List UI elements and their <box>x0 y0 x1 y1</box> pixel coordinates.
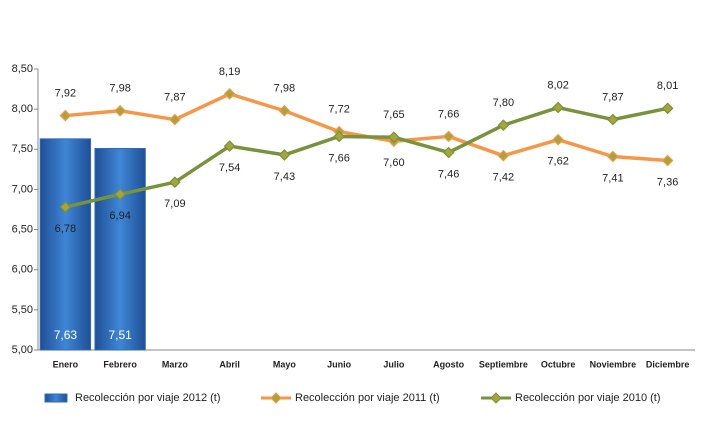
data-label: 7,54 <box>219 162 240 174</box>
marker <box>442 146 455 159</box>
x-tick-label: Septiembre <box>479 359 528 369</box>
y-tick-label: 5,00 <box>12 344 33 356</box>
marker <box>223 88 236 100</box>
data-label: 7,72 <box>328 104 349 116</box>
x-tick-label: Marzo <box>162 359 189 369</box>
data-label: 8,19 <box>219 66 240 78</box>
data-label: 7,46 <box>438 168 459 180</box>
data-label: 7,66 <box>438 108 459 120</box>
x-tick-label: Octubre <box>541 359 576 369</box>
data-label: 7,41 <box>602 172 623 184</box>
marker <box>661 102 674 115</box>
marker <box>114 188 126 201</box>
x-tick-label: Mayo <box>273 359 297 369</box>
marker <box>169 113 181 126</box>
x-tick-label: Diciembre <box>646 359 690 369</box>
marker <box>114 104 126 117</box>
marker <box>497 149 510 162</box>
data-label: 7,62 <box>547 156 568 168</box>
marker <box>59 201 72 213</box>
y-tick-label: 7,50 <box>12 143 33 155</box>
data-label: 7,66 <box>328 152 349 164</box>
data-label: 6,78 <box>55 223 76 235</box>
x-tick-label: Junio <box>327 359 352 369</box>
legend-marker <box>270 392 282 404</box>
data-label: 7,60 <box>383 157 404 169</box>
data-label: 7,80 <box>493 97 514 109</box>
data-label: 7,09 <box>164 198 185 210</box>
legend-label: Recolección por viaje 2010 (t) <box>515 392 661 404</box>
marker <box>59 109 72 122</box>
marker <box>497 119 510 132</box>
x-tick-label: Julio <box>383 359 405 369</box>
data-label: 6,94 <box>109 210 130 222</box>
data-label: 7,87 <box>164 91 185 103</box>
legend-label: Recolección por viaje 2012 (t) <box>75 392 221 404</box>
y-tick-label: 5,50 <box>12 304 33 316</box>
data-label: 7,92 <box>55 87 76 99</box>
x-tick-label: Abril <box>219 359 240 369</box>
data-label: 8,02 <box>547 79 568 91</box>
data-label: 7,43 <box>274 171 295 183</box>
x-tick-label: Noviembre <box>590 359 637 369</box>
y-tick-label: 6,00 <box>12 264 33 276</box>
data-label: 8,01 <box>657 80 678 92</box>
marker <box>278 104 291 117</box>
marker <box>333 130 345 143</box>
marker <box>661 154 674 167</box>
line <box>65 92 668 163</box>
data-label: 7,36 <box>657 176 678 188</box>
y-tick-label: 8,00 <box>12 103 33 115</box>
marker <box>169 176 181 189</box>
data-label: 7,42 <box>493 172 514 184</box>
data-label: 7,63 <box>54 328 78 342</box>
y-tick-label: 7,00 <box>12 183 33 195</box>
legend-label: Recolección por viaje 2011 (t) <box>295 392 440 404</box>
marker <box>278 149 291 161</box>
x-tick-label: Agosto <box>433 359 464 369</box>
marker <box>552 133 564 146</box>
x-tick-label: Enero <box>53 359 79 369</box>
bar <box>39 138 92 351</box>
data-label: 7,98 <box>274 83 295 95</box>
bar <box>94 147 146 351</box>
marker <box>223 140 236 152</box>
marker <box>552 101 564 114</box>
data-label: 7,51 <box>108 328 132 342</box>
legend-swatch <box>44 393 68 403</box>
legend-marker <box>490 392 502 404</box>
y-tick-label: 8,50 <box>12 63 33 75</box>
marker <box>607 150 619 163</box>
marker <box>388 131 400 144</box>
line <box>64 105 668 209</box>
data-label: 7,98 <box>109 83 130 95</box>
marker <box>607 113 619 126</box>
y-tick-label: 6,50 <box>12 223 33 235</box>
data-label: 7,65 <box>383 109 404 121</box>
data-label: 7,87 <box>602 91 623 103</box>
marker <box>442 130 455 143</box>
x-tick-label: Febrero <box>103 359 137 369</box>
